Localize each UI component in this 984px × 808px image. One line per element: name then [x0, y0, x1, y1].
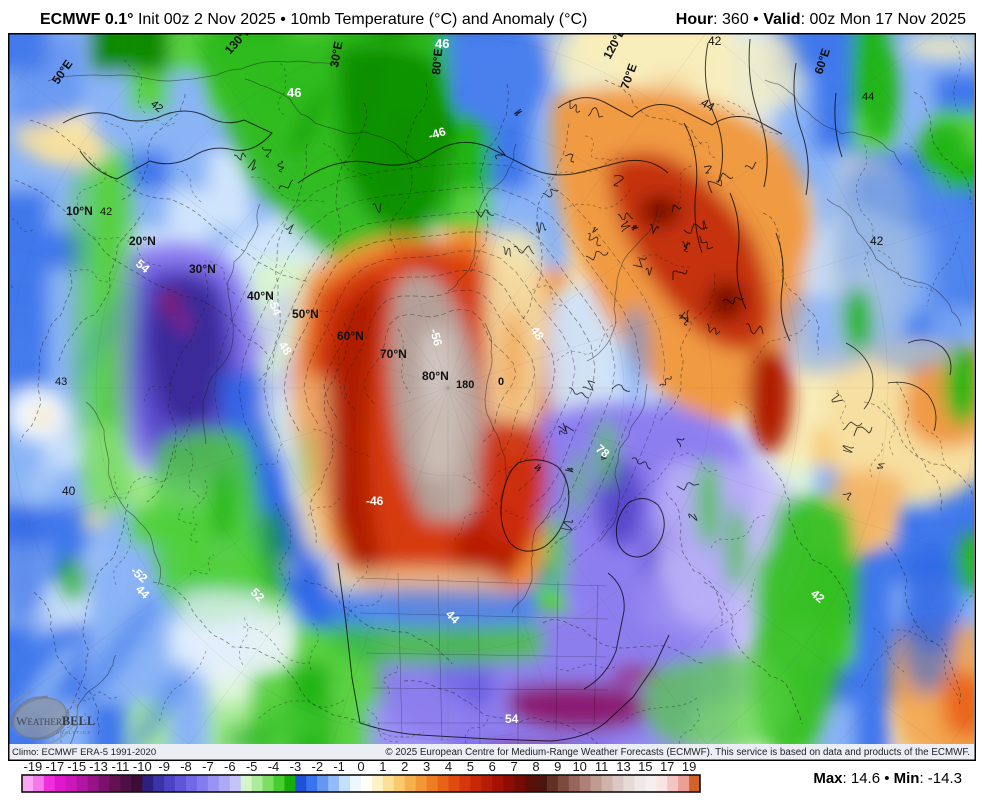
svg-text:44: 44 [699, 95, 718, 114]
svg-text:13: 13 [616, 759, 630, 774]
svg-text:10: 10 [572, 759, 586, 774]
svg-text:-3: -3 [290, 759, 302, 774]
svg-text:42: 42 [100, 206, 112, 218]
svg-text:30°N: 30°N [189, 262, 216, 276]
svg-text:-7: -7 [202, 759, 214, 774]
svg-text:40°N: 40°N [247, 289, 274, 303]
svg-text:80°N: 80°N [422, 369, 449, 383]
svg-text:15: 15 [638, 759, 652, 774]
svg-text:80°E: 80°E [429, 48, 445, 75]
svg-text:0: 0 [357, 759, 364, 774]
svg-text:-10: -10 [133, 759, 152, 774]
svg-text:WEATHERBELL: WEATHERBELL [16, 714, 95, 728]
svg-text:19: 19 [682, 759, 696, 774]
svg-text:7: 7 [510, 759, 517, 774]
svg-text:17: 17 [660, 759, 674, 774]
svg-text:© 2025 European Centre for Med: © 2025 European Centre for Medium-Range … [385, 747, 970, 758]
svg-text:40: 40 [62, 484, 76, 498]
svg-text:-46: -46 [427, 124, 448, 143]
svg-text:-54: -54 [265, 296, 284, 317]
svg-text:42: 42 [870, 234, 884, 248]
svg-text:-6: -6 [224, 759, 236, 774]
svg-text:9: 9 [554, 759, 561, 774]
svg-text:-19: -19 [24, 759, 43, 774]
svg-text:Climo: ECMWF ERA-5 1991-2020: Climo: ECMWF ERA-5 1991-2020 [12, 747, 156, 758]
svg-text:2: 2 [401, 759, 408, 774]
svg-text:-5: -5 [246, 759, 258, 774]
svg-text:180: 180 [456, 379, 474, 391]
svg-text:10°N: 10°N [66, 204, 93, 218]
svg-text:-1: -1 [333, 759, 345, 774]
svg-text:-4: -4 [268, 759, 280, 774]
svg-text:46: 46 [287, 85, 301, 100]
svg-text:50°N: 50°N [292, 307, 319, 321]
svg-text:1: 1 [379, 759, 386, 774]
svg-text:43: 43 [55, 376, 67, 388]
svg-text:-9: -9 [158, 759, 170, 774]
svg-text:0: 0 [498, 376, 504, 388]
svg-text:70°N: 70°N [380, 347, 407, 361]
svg-text:11: 11 [595, 759, 609, 774]
svg-text:-11: -11 [111, 759, 129, 774]
svg-text:-56: -56 [427, 327, 445, 348]
svg-text:30°E: 30°E [327, 40, 345, 68]
svg-text:-46: -46 [366, 494, 384, 508]
svg-text:8: 8 [532, 759, 539, 774]
svg-text:ANALYTICS: ANALYTICS [56, 730, 91, 735]
svg-text:44: 44 [862, 91, 874, 103]
svg-text:-13: -13 [89, 759, 108, 774]
svg-text:20°N: 20°N [129, 234, 156, 248]
svg-text:-2: -2 [312, 759, 324, 774]
svg-text:46: 46 [435, 36, 449, 51]
svg-text:-15: -15 [67, 759, 86, 774]
svg-text:-17: -17 [45, 759, 64, 774]
svg-text:4: 4 [445, 759, 452, 774]
svg-text:54: 54 [505, 712, 519, 726]
svg-text:3: 3 [423, 759, 430, 774]
svg-text:5: 5 [467, 759, 474, 774]
svg-text:42: 42 [708, 34, 722, 48]
svg-text:-8: -8 [180, 759, 192, 774]
svg-text:60°N: 60°N [337, 329, 364, 343]
svg-text:6: 6 [489, 759, 496, 774]
